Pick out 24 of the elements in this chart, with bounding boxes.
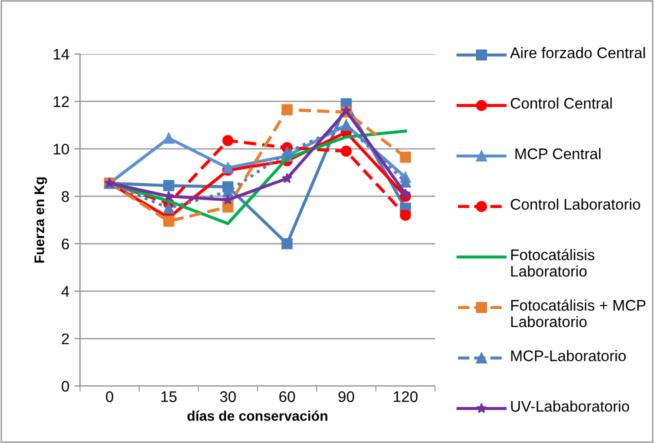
legend-label: Fotocatálisis Laboratorio [511,248,594,277]
y-tick-label: 0 [62,380,69,392]
legend-label: MCP-Laboratorio [511,350,626,362]
y-axis-title: Fuerza en Kg [34,177,48,263]
x-tick-label: 15 [161,391,177,402]
y-tick-label: 2 [62,333,69,344]
y-tick-label: 8 [62,191,69,202]
legend-label: UV-Lababoratorio [511,400,630,412]
y-tick-label: 6 [62,238,69,250]
x-tick-label: 90 [338,391,354,402]
x-tick-label: 120 [394,391,418,402]
y-tick-label: 10 [54,144,69,155]
y-tick-label: 4 [61,286,70,297]
legend-label: MCP Central [516,148,600,160]
x-axis-title: días de conservación [187,410,328,421]
y-tick-label: 14 [54,49,70,60]
x-tick-label: 60 [279,391,295,402]
legend-label: Control Laboratorio [510,198,640,210]
x-tick-label: 30 [220,391,236,402]
legend-label: Fotocatálisis + MCP Laboratorio [511,299,646,328]
x-tick-label: 0 [106,391,114,402]
legend-label: Aire forzado Central [510,47,645,58]
legend-label: Control Central [510,98,612,109]
y-tick-label: 12 [54,96,69,107]
